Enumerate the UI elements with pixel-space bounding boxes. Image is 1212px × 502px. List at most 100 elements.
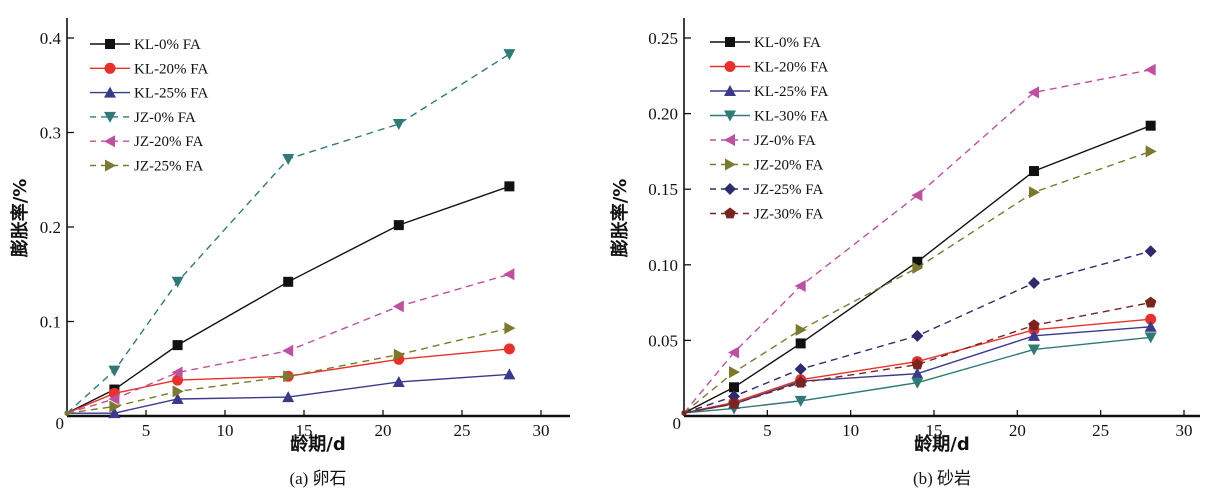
legend-marker [104,62,116,74]
x-tick-label: 20 [375,421,392,440]
data-point [795,376,807,388]
data-point [393,348,405,361]
data-point [1028,276,1040,289]
y-tick-label: 0.1 [40,313,61,332]
data-point [283,370,295,383]
x-tick-label: 10 [842,421,859,440]
legend-item: JZ-0% FA [710,133,816,149]
legend-item: KL-20% FA [90,61,208,77]
data-point [794,363,807,376]
legend-marker [724,134,735,146]
data-point [728,390,740,403]
series-line [66,273,510,414]
legend-marker [724,85,736,96]
data-point [392,300,404,313]
data-point [503,49,516,61]
data-point [172,385,184,398]
data-point [172,374,184,386]
legend-label: KL-25% FA [754,84,828,100]
data-point [911,189,923,202]
data-point [911,367,924,379]
legend-marker [105,39,115,49]
legend-item: JZ-20% FA [90,134,203,150]
legend-label: JZ-0% FA [754,133,816,149]
legend-label: KL-0% FA [754,35,821,51]
data-point [1028,329,1040,341]
series-line [683,301,1151,414]
legend-label: JZ-25% FA [134,159,203,175]
data-point [728,397,740,409]
x-tick-label: 20 [1009,421,1026,440]
series-jz-0-fa [64,49,516,416]
series-line [66,53,510,414]
x-axis-title: 龄期/d [914,433,969,455]
legend-item: KL-30% FA [710,109,828,125]
legend-item: KL-0% FA [710,35,821,51]
legend-label: KL-0% FA [134,37,201,53]
data-point [171,276,184,288]
data-point [109,400,121,413]
data-point [1145,313,1157,325]
data-point-origin [64,410,70,416]
x-tick-label: 15 [296,421,313,440]
legend-label: JZ-20% FA [754,158,823,174]
legend-item: KL-25% FA [90,86,208,102]
data-point [504,322,516,335]
series-jz-0-fa [681,63,1156,416]
legend-item: KL-20% FA [710,60,828,76]
data-point [728,346,739,359]
data-point [1144,320,1157,332]
data-point [911,377,924,389]
data-point [108,365,121,377]
legend-marker [104,111,116,123]
legend-item: JZ-30% FA [710,207,823,223]
y-tick-label: 0.4 [40,29,62,48]
legend-label: JZ-30% FA [754,207,823,223]
series-line [683,150,1151,414]
legend-item: JZ-0% FA [90,110,196,126]
data-point [503,368,516,380]
y-tick-label: 0.25 [648,29,678,48]
data-point [912,261,924,274]
data-point [1144,63,1156,76]
data-point [729,366,740,379]
origin-label: 0 [56,414,65,433]
legend-marker [724,61,736,72]
origin-label: 0 [673,414,682,433]
data-point [283,276,294,287]
legend-marker [725,158,736,171]
panel-caption: (b) 砂岩 [913,469,971,488]
x-tick-label: 5 [142,421,151,440]
y-tick-label: 0.10 [648,256,678,275]
data-point [795,323,807,336]
y-tick-label: 0.15 [648,180,678,199]
data-point [1145,120,1156,131]
data-point [171,392,184,404]
data-point [1144,245,1157,258]
legend-item: JZ-20% FA [710,158,823,174]
series-line [683,125,1151,414]
legend-item: KL-25% FA [710,84,828,100]
series-line [66,327,510,414]
data-point [282,391,295,403]
series-line [683,250,1151,414]
chart-b: 5 10 15 20 25 30 0.05 0.10 0.15 0.20 0.25 0 膨胀率/% 龄期/… [609,18,1200,488]
data-point-origin [681,410,687,416]
x-tick-label: 5 [763,421,772,440]
data-point [1145,145,1157,158]
legend-marker [104,135,115,148]
legend-label: KL-20% FA [754,60,828,76]
legend-label: JZ-0% FA [134,110,196,126]
series-jz-30-fa [681,296,1157,416]
data-point [108,407,121,419]
x-axis-title: 龄期/d [290,433,345,455]
data-point [794,395,807,407]
legend-item: JZ-25% FA [710,182,823,198]
legend-label: KL-25% FA [134,86,208,102]
x-tick-label: 25 [1092,421,1109,440]
data-point [392,375,405,387]
data-point [795,338,806,349]
data-point [172,340,183,351]
y-axis-title: 膨胀率/% [609,179,631,259]
legend-label: KL-20% FA [134,61,208,77]
